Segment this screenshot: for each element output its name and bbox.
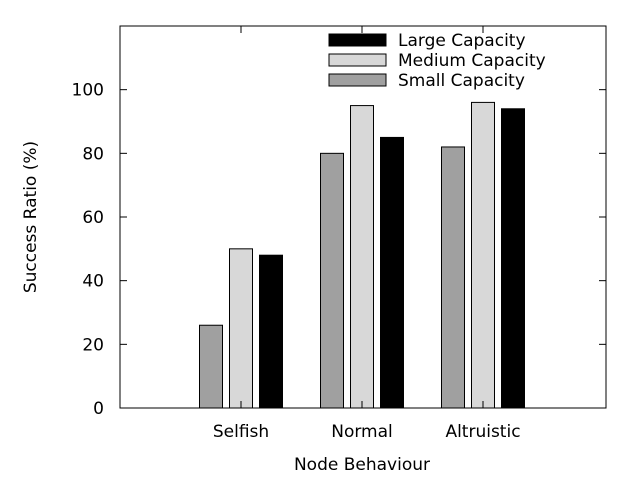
x-axis-label: Node Behaviour (294, 455, 430, 475)
bar-selfish-small-capacity (199, 324, 223, 409)
y-tick-label-60: 60 (82, 208, 104, 228)
y-tick-label-40: 40 (82, 272, 104, 292)
y-tick-label-20: 20 (82, 335, 104, 355)
y-axis: 0 20 40 60 80 100 (72, 81, 606, 419)
y-tick-label-0: 0 (93, 399, 104, 419)
legend-label-large-capacity: Large Capacity (398, 31, 526, 51)
bar-selfish-medium-capacity (229, 248, 253, 409)
y-axis-label: Success Ratio (%) (21, 141, 41, 293)
x-tick-label-altruistic: Altruistic (445, 422, 520, 442)
bars-group (199, 101, 525, 409)
legend-label-medium-capacity: Medium Capacity (398, 51, 546, 71)
y-tick-label-100: 100 (72, 81, 104, 101)
bar-altruistic-medium-capacity (471, 101, 495, 409)
x-tick-label-selfish: Selfish (213, 422, 269, 442)
legend-swatch-medium-capacity (328, 53, 387, 67)
bar-altruistic-small-capacity (441, 146, 465, 409)
legend-swatch-large-capacity (328, 33, 387, 47)
bar-selfish-large-capacity (259, 254, 283, 409)
legend-label-small-capacity: Small Capacity (398, 71, 525, 91)
legend-swatch-small-capacity (328, 73, 387, 87)
x-axis: Selfish Normal Altruistic (213, 26, 521, 442)
bar-normal-medium-capacity (350, 105, 374, 409)
y-tick-label-80: 80 (82, 144, 104, 164)
bar-altruistic-large-capacity (501, 108, 525, 409)
bar-normal-small-capacity (320, 152, 344, 409)
bar-normal-large-capacity (380, 136, 404, 409)
x-tick-label-normal: Normal (331, 422, 393, 442)
